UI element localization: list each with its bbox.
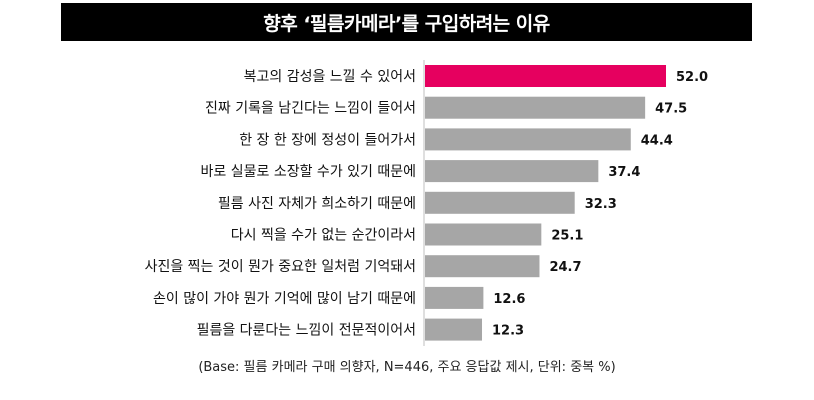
category-label: 필름 사진 자체가 희소하기 때문에	[218, 196, 416, 212]
bar	[425, 255, 540, 278]
bar	[425, 160, 599, 183]
value-label: 47.5	[655, 102, 687, 117]
value-label: 12.3	[492, 324, 524, 339]
bar	[425, 223, 542, 246]
value-label: 25.1	[551, 229, 583, 244]
chart-title: 향후 ‘필름카메라’를 구입하려는 이유	[61, 3, 752, 41]
value-label: 37.4	[608, 165, 640, 180]
category-label: 사진을 찍는 것이 뭔가 중요한 일처럼 기억돼서	[145, 259, 416, 275]
category-label: 복고의 감성을 느낄 수 있어서	[244, 69, 416, 85]
value-label: 24.7	[549, 260, 581, 275]
value-label: 32.3	[585, 197, 617, 212]
bar	[425, 128, 631, 151]
bar	[425, 96, 646, 119]
value-label: 44.4	[641, 133, 673, 148]
category-label: 손이 많이 가야 뭔가 기억에 많이 남기 때문에	[153, 291, 416, 307]
category-label: 필름을 다룬다는 느낌이 전문적이어서	[197, 323, 416, 339]
bar	[425, 65, 666, 87]
bar	[425, 191, 575, 214]
bar-chart: 복고의 감성을 느낄 수 있어서 52.0 진짜 기록을 남긴다는 느낌이 들어서 4…	[145, 60, 708, 346]
category-label: 바로 실물로 소장할 수가 있기 때문에	[201, 164, 416, 180]
category-label: 한 장 한 장에 정성이 들어가서	[239, 132, 416, 148]
category-label: 진짜 기록을 남긴다는 느낌이 들어서	[205, 101, 416, 117]
value-label: 12.6	[493, 292, 525, 307]
bar	[425, 318, 483, 341]
footnote: (Base: 필름 카메라 구매 의향자, N=446, 주요 응답값 제시, …	[198, 360, 616, 375]
bar	[425, 286, 484, 309]
category-label: 다시 찍을 수가 없는 순간이라서	[231, 228, 416, 244]
value-label: 52.0	[676, 70, 708, 85]
